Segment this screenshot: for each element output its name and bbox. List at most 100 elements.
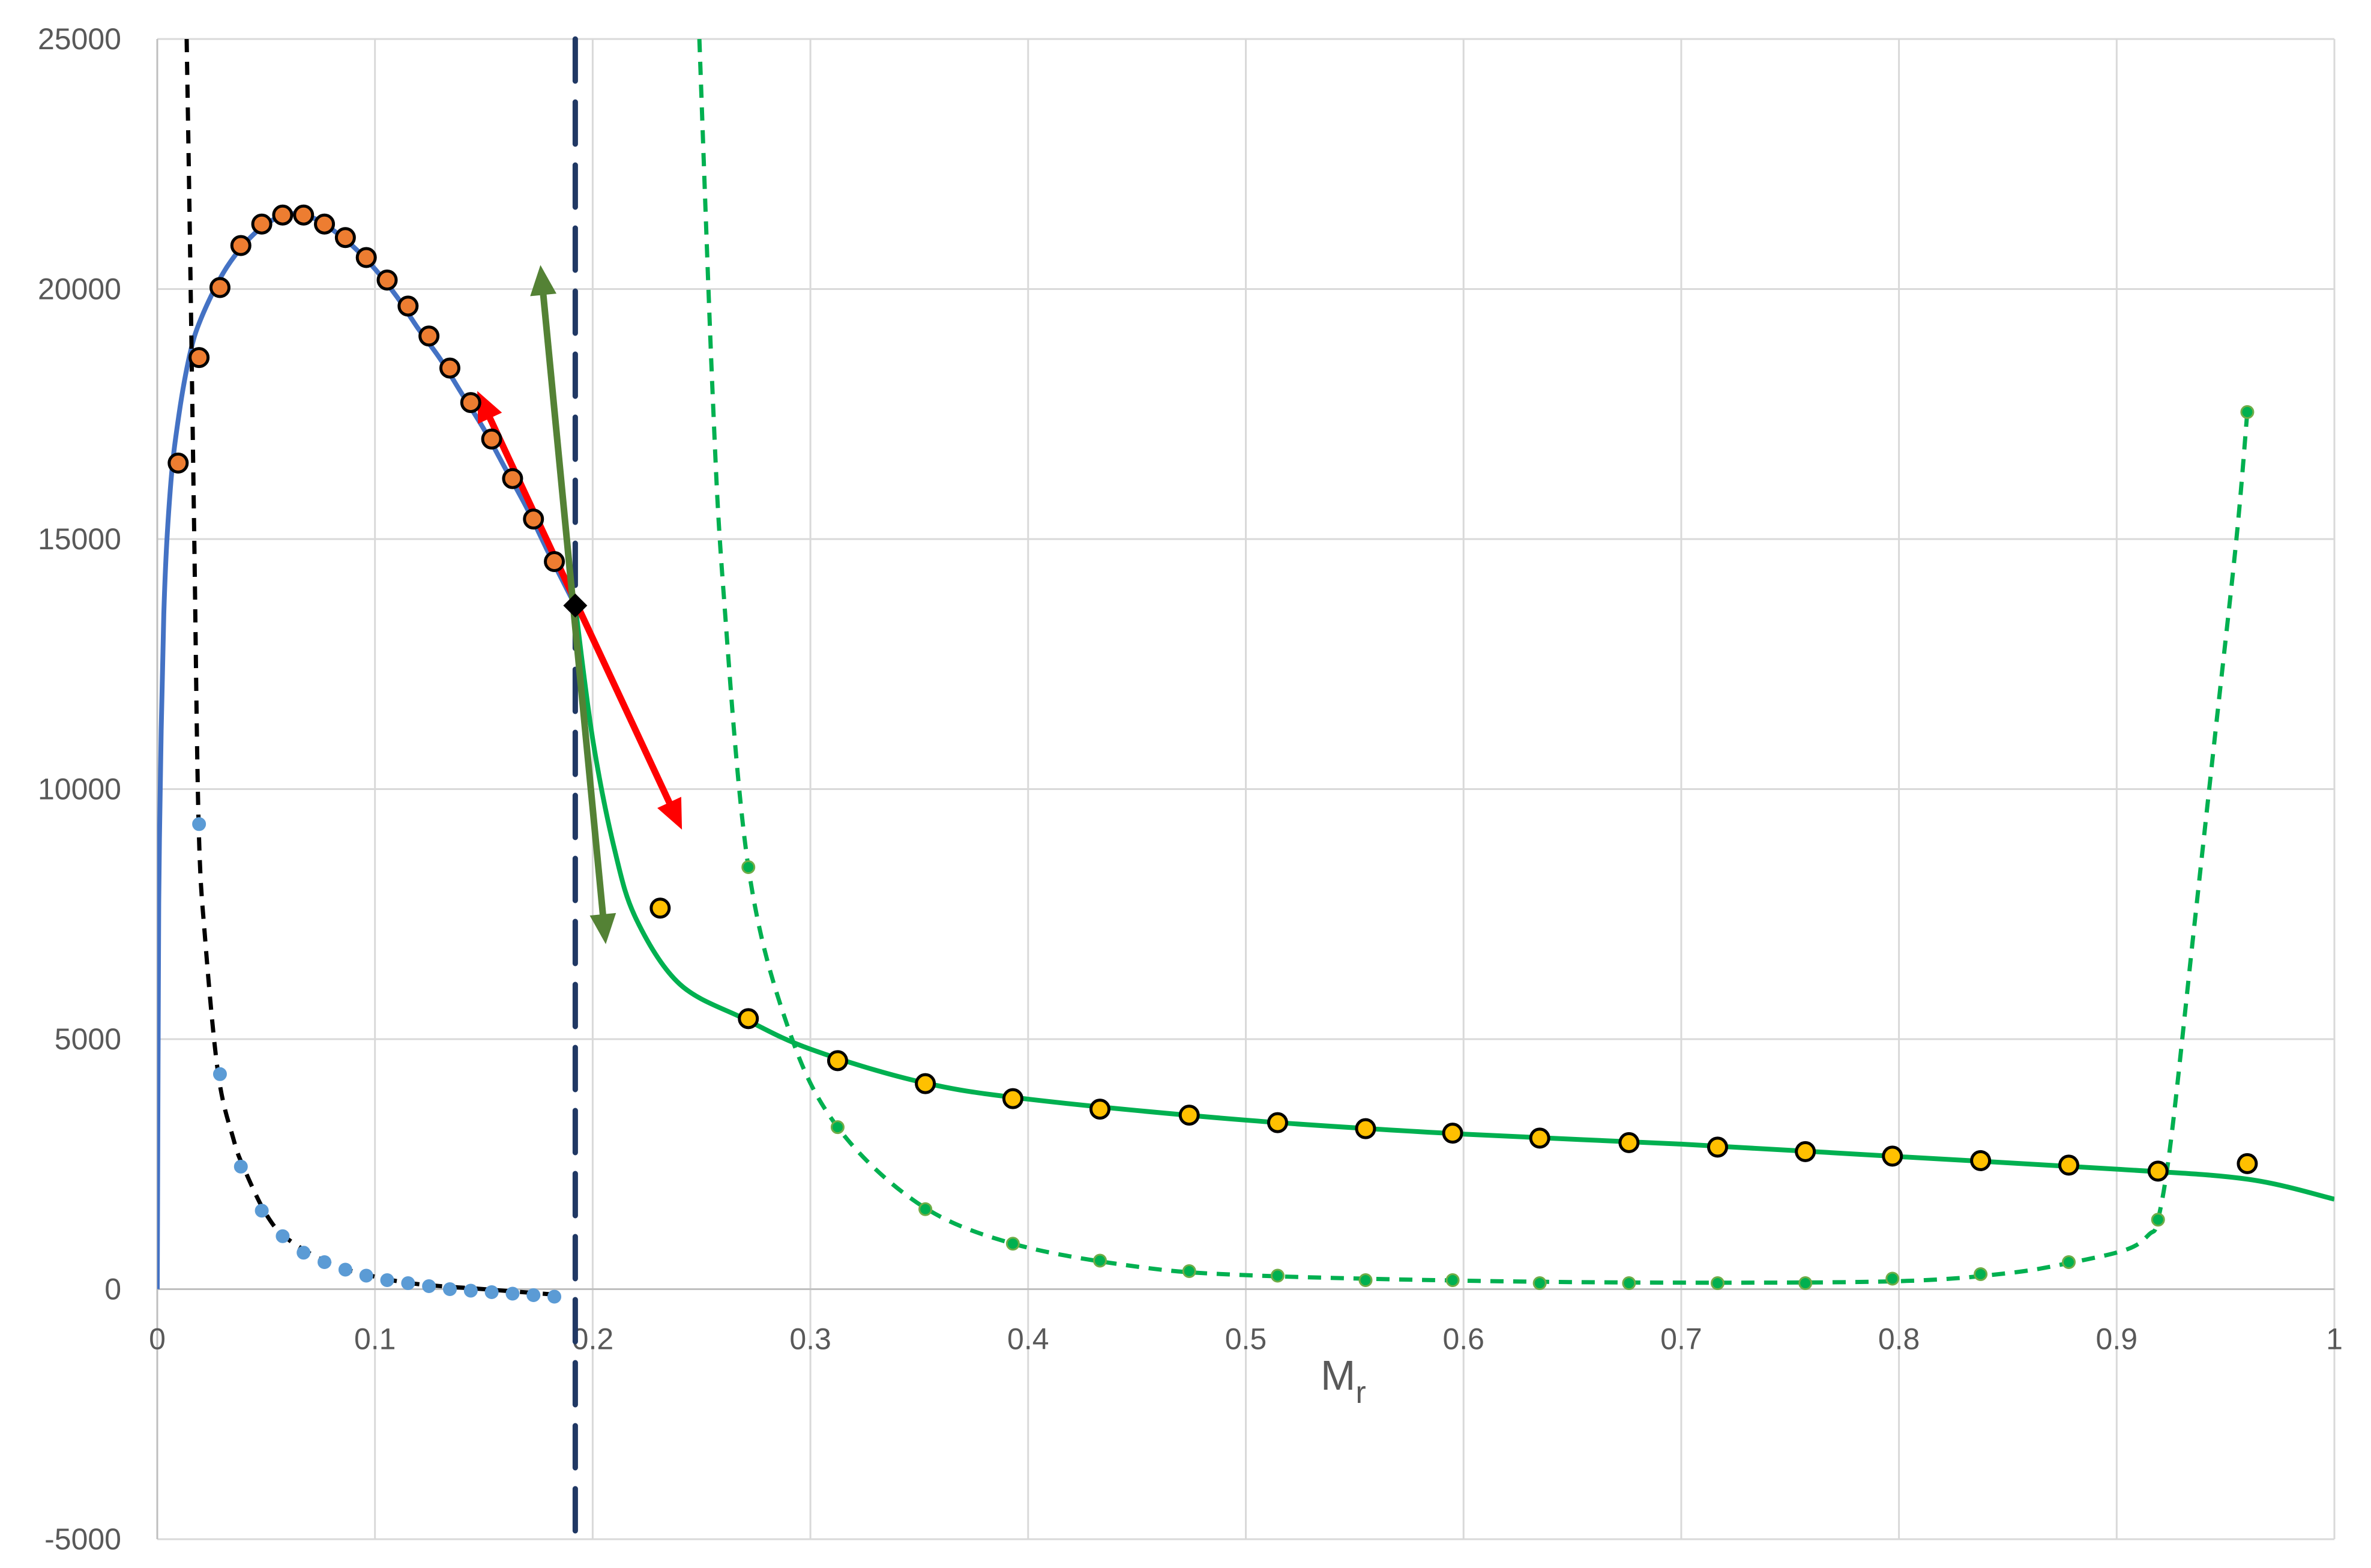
series-line xyxy=(573,605,2334,1202)
data-point xyxy=(355,247,377,268)
data-point xyxy=(1267,1112,1288,1133)
data-point xyxy=(233,1159,248,1174)
data-point xyxy=(1089,1099,1110,1120)
data-point xyxy=(1707,1136,1728,1158)
data-point xyxy=(359,1268,373,1283)
data-point xyxy=(1618,1132,1640,1153)
data-point xyxy=(505,1286,520,1301)
data-point xyxy=(1885,1271,1900,1286)
tick-labels: 0 0.1 0.2 0.3 0.4 0.5 0.6 0.7 0.8 0.9 1 -5000 0 5000 1… xyxy=(38,22,2343,1556)
x-tick-label: 0.8 xyxy=(1878,1322,1920,1356)
arrowhead xyxy=(589,912,616,944)
data-point xyxy=(209,277,230,298)
data-point xyxy=(380,1273,394,1288)
x-tick-label: 1 xyxy=(2326,1322,2343,1356)
x-tick-label: 0.7 xyxy=(1660,1322,1702,1356)
data-point xyxy=(334,227,356,249)
data-point xyxy=(1798,1276,1813,1291)
arrowhead xyxy=(657,797,682,830)
data-point xyxy=(2151,1213,2165,1227)
x-tick-label: 0.5 xyxy=(1225,1322,1267,1356)
data-point xyxy=(481,428,502,450)
x-tick-label: 0.6 xyxy=(1442,1322,1484,1356)
data-point xyxy=(741,860,756,874)
data-point xyxy=(918,1202,933,1216)
data-point xyxy=(1355,1118,1376,1139)
data-point xyxy=(1622,1276,1636,1291)
data-point xyxy=(397,295,419,317)
series-line xyxy=(697,39,2250,1285)
data-point xyxy=(1710,1276,1725,1291)
y-tick-label: -5000 xyxy=(44,1522,121,1556)
data-point xyxy=(2147,1160,2169,1182)
data-point xyxy=(251,213,273,235)
data-point xyxy=(526,1288,541,1302)
data-point xyxy=(272,204,294,226)
data-point xyxy=(1270,1268,1285,1283)
arrowhead xyxy=(477,391,502,424)
data-point xyxy=(1002,1088,1023,1109)
x-tick-label: 0.4 xyxy=(1007,1322,1049,1356)
data-point xyxy=(167,452,189,474)
data-point xyxy=(376,270,398,291)
data-point xyxy=(255,1204,269,1218)
intersection-diamond-marker xyxy=(563,593,588,618)
x-tick-label: 0.1 xyxy=(354,1322,396,1356)
data-point xyxy=(830,1120,845,1135)
data-point xyxy=(460,392,481,414)
data-point xyxy=(192,817,206,831)
x-axis-label: Mr xyxy=(1321,1352,1366,1410)
data-point xyxy=(2058,1154,2080,1176)
data-point xyxy=(1532,1276,1547,1291)
data-point xyxy=(1974,1267,1988,1282)
y-tick-label: 5000 xyxy=(55,1022,121,1056)
data-point xyxy=(484,1285,499,1299)
data-point xyxy=(827,1050,848,1072)
data-point xyxy=(1882,1145,1903,1167)
x-tick-label: 0.9 xyxy=(2096,1322,2138,1356)
data-point xyxy=(418,325,440,347)
data-point xyxy=(523,508,544,530)
data-point xyxy=(915,1073,936,1094)
x-tick-label: 0.2 xyxy=(572,1322,614,1356)
data-point xyxy=(1178,1105,1200,1126)
data-point xyxy=(212,1067,227,1081)
data-point xyxy=(1529,1127,1550,1149)
data-point xyxy=(314,213,336,235)
arrowhead xyxy=(530,265,557,297)
data-point xyxy=(1970,1150,1992,1171)
data-point xyxy=(1442,1123,1463,1144)
data-point xyxy=(297,1246,311,1260)
data-point xyxy=(502,468,523,489)
data-point xyxy=(738,1008,759,1030)
data-point xyxy=(1005,1237,1020,1251)
data-point xyxy=(422,1279,436,1294)
y-tick-label: 10000 xyxy=(38,773,121,806)
data-point xyxy=(2240,405,2255,419)
data-point xyxy=(338,1262,352,1277)
x-tick-label: 0.3 xyxy=(789,1322,831,1356)
data-point xyxy=(1092,1253,1107,1268)
data-point xyxy=(1795,1141,1816,1162)
data-point xyxy=(649,897,671,919)
data-point xyxy=(401,1276,415,1291)
data-point xyxy=(230,235,252,256)
data-point xyxy=(1445,1273,1460,1288)
data-point xyxy=(188,347,210,369)
data-point xyxy=(1182,1264,1196,1279)
y-tick-label: 20000 xyxy=(38,273,121,306)
data-point xyxy=(1358,1273,1373,1288)
data-point xyxy=(276,1229,290,1243)
data-point xyxy=(544,550,565,572)
data-point xyxy=(439,357,460,379)
data-point xyxy=(293,204,315,226)
data-point xyxy=(547,1289,562,1304)
x-tick-label: 0 xyxy=(149,1322,166,1356)
y-tick-label: 25000 xyxy=(38,22,121,56)
data-point xyxy=(2062,1255,2076,1270)
data-point xyxy=(442,1282,457,1296)
y-tick-label: 0 xyxy=(104,1273,121,1306)
series-markers xyxy=(167,204,2258,1304)
